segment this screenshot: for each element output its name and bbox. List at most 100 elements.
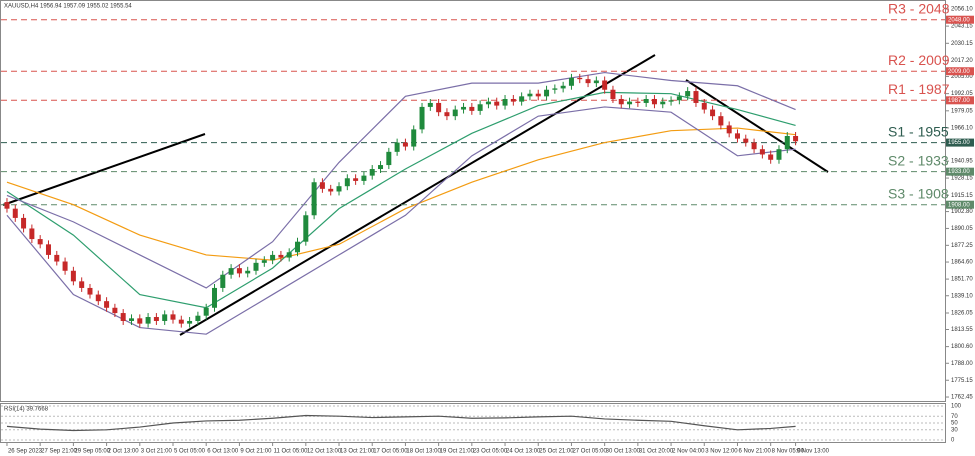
indicator-line: [6, 127, 796, 261]
candle-body: [303, 215, 309, 242]
x-tick-label: 31 Oct 20:00: [639, 449, 674, 455]
candle-body: [593, 80, 599, 84]
candle-body: [685, 91, 691, 97]
x-tick-label: 30 Oct 13:00: [606, 449, 641, 455]
candle-body: [195, 315, 201, 321]
level-price-box: [946, 200, 974, 209]
candle-body: [178, 319, 184, 324]
candle-body: [328, 188, 334, 192]
candle-body: [253, 262, 259, 271]
candle-body: [743, 138, 749, 143]
candle-body: [353, 178, 359, 181]
candle-body: [461, 106, 467, 110]
x-tick-label: 27 Oct 05:00: [572, 449, 607, 455]
y-tick-label: 1775.15: [951, 378, 973, 384]
level-price-box: [946, 15, 974, 24]
rsi-tick-label: 50: [951, 421, 958, 427]
candle-body: [228, 268, 234, 275]
y-tick-label: 1928.15: [951, 176, 973, 182]
candle-body: [784, 135, 790, 150]
rsi-tick-label: 30: [951, 427, 958, 433]
indicator-line: [6, 106, 796, 335]
trend-line: [179, 54, 656, 336]
candle-body: [560, 85, 566, 89]
level-price-label: 1955.00: [948, 140, 970, 146]
indicator-line: [6, 71, 796, 289]
chart-title: XAUUSD,H4 1956.94 1957.09 1955.02 1955.5…: [4, 4, 132, 10]
level-price-label: 2048.00: [948, 17, 970, 23]
candle-body: [577, 77, 583, 80]
x-tick-label: 3 Nov 12:00: [705, 449, 738, 455]
candle-body: [261, 260, 267, 263]
candle-body: [4, 202, 10, 209]
candle-body: [651, 98, 657, 105]
candle-body: [286, 252, 292, 258]
candle-body: [236, 268, 242, 274]
candle-body: [519, 96, 525, 102]
candle-body: [386, 151, 392, 166]
x-tick-label: 2 Nov 04:00: [672, 449, 705, 455]
candle-body: [369, 169, 375, 176]
candle-body: [436, 102, 442, 113]
candle-body: [278, 254, 284, 258]
y-tick-label: 2017.20: [951, 58, 973, 64]
level-price-box: [946, 67, 974, 76]
candle-body: [87, 287, 93, 295]
level-price-box: [946, 96, 974, 105]
candle-body: [21, 217, 27, 229]
candle-body: [220, 274, 226, 288]
rsi-line: [6, 414, 796, 432]
candle-body: [527, 93, 533, 97]
x-tick-label: 26 Sep 2023: [8, 449, 43, 455]
level-label: S2 - 1933: [888, 152, 949, 168]
x-tick-label: 25 Oct 21:00: [539, 449, 574, 455]
candle-body: [95, 294, 101, 302]
x-tick-label: 9 Nov 13:00: [797, 449, 830, 455]
candle-body: [120, 313, 126, 321]
candle-body: [768, 154, 774, 160]
main-panel: [0, 0, 946, 402]
candle-body: [311, 182, 317, 216]
rsi-panel: [0, 403, 946, 443]
candle-body: [568, 77, 574, 86]
trend-line: [685, 79, 829, 173]
x-tick-label: 17 Oct 05:00: [373, 449, 408, 455]
x-tick-label: 9 Oct 21:00: [240, 449, 272, 455]
level-label: S1 - 1955: [888, 123, 949, 139]
candle-body: [444, 112, 450, 117]
candle-body: [79, 281, 85, 288]
candle-body: [710, 109, 716, 117]
level-label: R3 - 2048: [888, 0, 950, 16]
y-tick-label: 1800.60: [951, 344, 973, 350]
y-tick-label: 1864.60: [951, 260, 973, 266]
y-tick-label: 1813.55: [951, 327, 973, 333]
y-tick-label: 1788.00: [951, 361, 973, 367]
candle-body: [62, 261, 68, 271]
x-tick-label: 3 Oct 21:00: [141, 449, 173, 455]
y-tick-label: 2030.15: [951, 41, 973, 47]
x-tick-label: 13 Oct 21:00: [340, 449, 375, 455]
x-tick-label: 8 Nov 05:00: [772, 449, 805, 455]
candle-body: [37, 239, 43, 245]
level-label: R1 - 1987: [888, 81, 950, 97]
candle-body: [427, 102, 433, 107]
candle-body: [535, 93, 541, 97]
candle-body: [128, 318, 134, 321]
candle-body: [544, 89, 550, 97]
level-price-label: 1933.00: [948, 169, 970, 175]
candle-body: [170, 314, 176, 320]
candle-body: [212, 287, 218, 308]
level-label: R2 - 2009: [888, 52, 950, 68]
candle-body: [643, 98, 649, 103]
candle-body: [394, 142, 400, 152]
candle-body: [693, 91, 699, 103]
y-tick-label: 1966.10: [951, 126, 973, 132]
y-tick-label: 2043.15: [951, 24, 973, 30]
candle-body: [336, 186, 342, 192]
candle-body: [635, 101, 641, 103]
x-tick-label: 24 Oct 13:00: [506, 449, 541, 455]
candle-body: [701, 102, 707, 110]
x-tick-label: 5 Oct 05:00: [174, 449, 206, 455]
x-tick-label: 11 Oct 05:00: [274, 449, 309, 455]
